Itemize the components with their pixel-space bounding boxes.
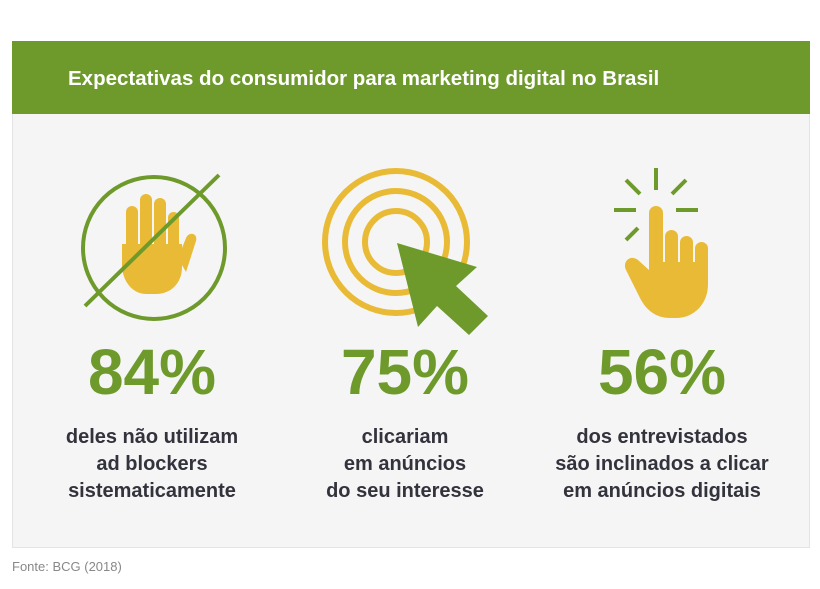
caption-line: clicariam bbox=[361, 426, 449, 448]
target-cursor-icon bbox=[322, 168, 488, 335]
caption-line: ad blockers bbox=[96, 453, 208, 475]
caption-line: deles não utilizam bbox=[65, 426, 239, 448]
caption-line: em anúncios bbox=[343, 453, 467, 475]
title-banner: Expectativas do consumidor para marketin… bbox=[12, 41, 810, 114]
caption-line: são inclinados a clicar bbox=[555, 453, 769, 475]
no-hand-icon bbox=[81, 173, 227, 321]
stat-value-click-interest: 75% bbox=[340, 336, 470, 408]
stat-caption-click-interest: clicariam em anúncios do seu interesse bbox=[275, 424, 535, 505]
stat-caption-digital-ads: dos entrevistados são inclinados a clica… bbox=[532, 424, 792, 505]
caption-line: do seu interesse bbox=[326, 480, 484, 502]
caption-line: em anúncios digitais bbox=[563, 480, 761, 502]
stat-caption-adblock: deles não utilizam ad blockers sistemati… bbox=[22, 424, 282, 505]
stat-value-digital-ads: 56% bbox=[597, 336, 727, 408]
tap-hand-icon bbox=[614, 168, 708, 318]
page-title: Expectativas do consumidor para marketin… bbox=[68, 67, 660, 90]
caption-line: dos entrevistados bbox=[576, 426, 748, 448]
source-note: Fonte: BCG (2018) bbox=[12, 559, 122, 574]
caption-line: sistematicamente bbox=[68, 480, 236, 502]
stat-value-adblock: 84% bbox=[87, 336, 217, 408]
